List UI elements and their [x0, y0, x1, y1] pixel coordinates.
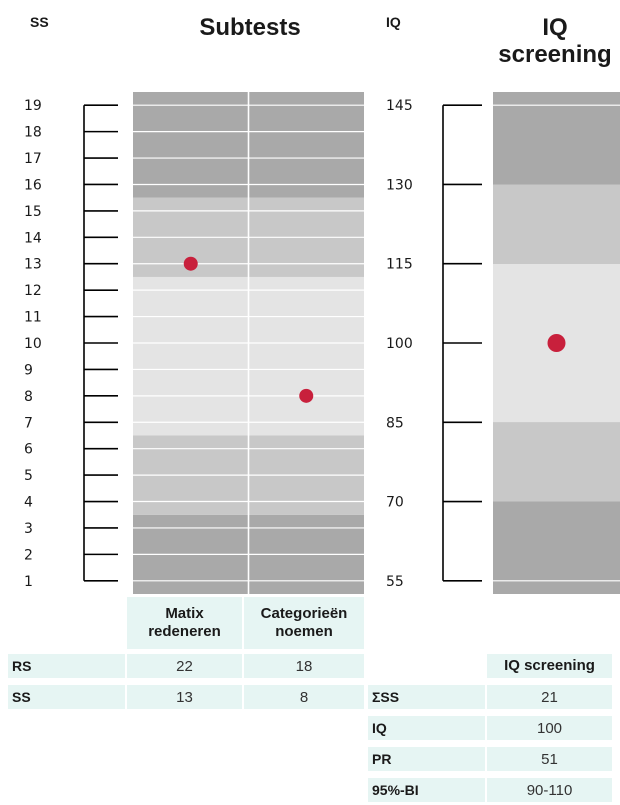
y-tick-label: 70 [386, 495, 404, 511]
table-row-sum-ss: ΣSS 21 [368, 685, 612, 709]
score-band [493, 501, 620, 581]
data-point [183, 256, 198, 271]
y-tick-label: 17 [24, 151, 42, 167]
iq-screening-title-line2: screening [498, 41, 612, 68]
y-tick-label: 18 [24, 125, 42, 141]
y-tick-label: 100 [386, 336, 413, 352]
subtests-title: Subtests [199, 14, 301, 41]
y-tick-label: 4 [24, 495, 33, 511]
row-label: RS [8, 654, 125, 678]
col-header-matix-line1: Matix [165, 605, 204, 622]
table-row-bi: 95%-BI 90-110 [368, 778, 612, 802]
table-row-rs: RS 22 18 [8, 654, 364, 678]
y-tick-label: 11 [24, 310, 42, 326]
iq-screening-title-line1: IQ [542, 14, 568, 41]
y-tick-label: 145 [386, 98, 413, 114]
y-tick-label: 12 [24, 283, 42, 299]
col-header-categorieen: Categorieën noemen [244, 597, 364, 649]
cell-value: 13 [127, 685, 242, 709]
cell-value: 21 [487, 685, 612, 709]
y-tick-label: 10 [24, 336, 42, 352]
table-row-pr: PR 51 [368, 747, 612, 771]
y-tick-label: 55 [386, 574, 404, 590]
cell-value: 90-110 [487, 778, 612, 802]
y-tick-label: 2 [24, 547, 33, 563]
ss-axis-header: SS [30, 14, 49, 30]
row-label: IQ [368, 716, 485, 740]
table-row-iq: IQ 100 [368, 716, 612, 740]
row-label: PR [368, 747, 485, 771]
cell-value: 22 [127, 654, 242, 678]
cell-value: 18 [244, 654, 364, 678]
y-tick-label: 115 [386, 257, 413, 273]
y-tick-label: 5 [24, 468, 33, 484]
y-tick-label: 15 [24, 204, 42, 220]
y-tick-label: 9 [24, 362, 33, 378]
y-tick-label: 6 [24, 442, 33, 458]
y-tick-label: 3 [24, 521, 33, 537]
score-band [493, 105, 620, 185]
data-point [547, 334, 566, 352]
y-tick-label: 14 [24, 230, 42, 246]
iq-screening-title: IQ screening [490, 14, 620, 68]
y-tick-label: 85 [386, 415, 404, 431]
score-band [493, 184, 620, 264]
row-label: SS [8, 685, 125, 709]
y-tick-label: 13 [24, 257, 42, 273]
col-header-matix: Matix redeneren [127, 597, 242, 649]
table-row-ss: SS 13 8 [8, 685, 364, 709]
y-tick-label: 8 [24, 389, 33, 405]
cell-value: 8 [244, 685, 364, 709]
data-point [299, 388, 314, 403]
y-tick-label: 16 [24, 177, 42, 193]
col-header-categorieen-line2: noemen [275, 623, 333, 640]
iq-axis-header: IQ [386, 14, 401, 30]
y-tick-label: 130 [386, 177, 413, 193]
iq-table-header: IQ screening [487, 654, 612, 678]
y-tick-label: 19 [24, 98, 42, 114]
y-tick-label: 7 [24, 415, 33, 431]
row-label: ΣSS [368, 685, 485, 709]
y-tick-label: 1 [24, 574, 33, 590]
col-header-matix-line2: redeneren [148, 623, 221, 640]
cell-value: 51 [487, 747, 612, 771]
row-label: 95%-BI [368, 778, 485, 802]
cell-value: 100 [487, 716, 612, 740]
score-band [493, 422, 620, 502]
col-header-categorieen-line1: Categorieën [260, 605, 348, 622]
chart-canvas: 19 18 17 16 15 14 13 12 11 10 9 8 7 6 5 4 3 2 1 145 130 115 10… [24, 92, 620, 594]
